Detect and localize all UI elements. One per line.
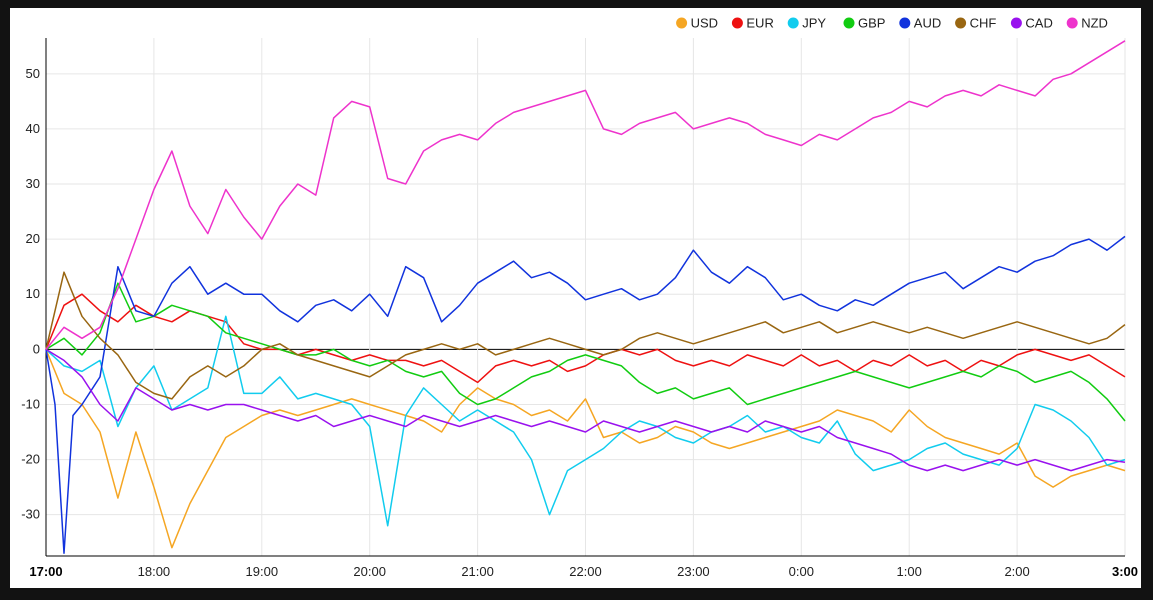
legend-item-usd[interactable]: USD (676, 16, 718, 31)
x-tick-label: 20:00 (353, 564, 386, 579)
legend-item-nzd[interactable]: NZD (1066, 16, 1108, 31)
legend-item-chf[interactable]: CHF (955, 16, 996, 31)
x-tick-label: 23:00 (677, 564, 710, 579)
series-line-gbp (45, 282, 1126, 422)
legend-swatch (787, 17, 799, 29)
x-tick-label: 1:00 (897, 564, 922, 579)
x-tick-label: 3:00 (1112, 564, 1138, 579)
series-line-aud (45, 235, 1126, 554)
legend-item-jpy[interactable]: JPY (787, 16, 827, 31)
y-tick-label: 0 (33, 341, 40, 356)
y-tick-label: 50 (26, 66, 40, 81)
legend-label: JPY (802, 16, 826, 31)
x-tick-label: 0:00 (789, 564, 814, 579)
legend-label: CHF (970, 16, 997, 31)
grid-lines (45, 38, 1126, 556)
legend-swatch (1066, 17, 1078, 29)
series-line-jpy (45, 315, 1126, 527)
x-tick-label: 19:00 (246, 564, 279, 579)
x-tick-label: 21:00 (461, 564, 494, 579)
series-line-eur (45, 293, 1126, 384)
legend-label: NZD (1081, 16, 1108, 31)
legend-item-cad[interactable]: CAD (1010, 16, 1053, 31)
series-line-usd (45, 349, 1126, 549)
legend-label: CAD (1025, 16, 1052, 31)
y-tick-label: 20 (26, 231, 40, 246)
y-tick-label: -30 (21, 507, 40, 522)
legend-swatch (955, 17, 967, 29)
y-tick-label: -20 (21, 452, 40, 467)
line-chart: 50 40 30 20 10 0 -10 -20 -30 17:00 18:00 19:00 20:00… (21, 16, 1138, 580)
chart-frame: 50 40 30 20 10 0 -10 -20 -30 17:00 18:00 19:00 20:00… (10, 8, 1141, 588)
y-tick-label: 40 (26, 121, 40, 136)
y-tick-label: 10 (26, 286, 40, 301)
legend-label: EUR (746, 16, 773, 31)
x-tick-label: 22:00 (569, 564, 602, 579)
series-line-chf (45, 271, 1126, 400)
y-tick-label: 30 (26, 176, 40, 191)
legend-label: AUD (914, 16, 941, 31)
axes (45, 38, 1125, 557)
tick-labels: 50 40 30 20 10 0 -10 -20 -30 17:00 18:00 19:00 20:00… (21, 66, 1138, 579)
series-line-nzd (45, 40, 1126, 350)
legend-swatch (1010, 17, 1022, 29)
legend[interactable]: USD EUR JPY GBP AUD CHF CAD NZD (676, 16, 1108, 31)
series-line-cad (45, 348, 1126, 472)
series-lines (45, 40, 1126, 554)
legend-swatch (843, 17, 855, 29)
legend-item-aud[interactable]: AUD (899, 16, 941, 31)
legend-swatch (676, 17, 688, 29)
x-tick-label: 17:00 (29, 564, 62, 579)
y-tick-label: -10 (21, 396, 40, 411)
legend-swatch (899, 17, 911, 29)
legend-item-gbp[interactable]: GBP (843, 16, 886, 31)
x-tick-label: 2:00 (1004, 564, 1029, 579)
legend-label: GBP (858, 16, 885, 31)
legend-label: USD (691, 16, 718, 31)
legend-item-eur[interactable]: EUR (731, 16, 774, 31)
x-tick-label: 18:00 (138, 564, 171, 579)
legend-swatch (731, 17, 743, 29)
